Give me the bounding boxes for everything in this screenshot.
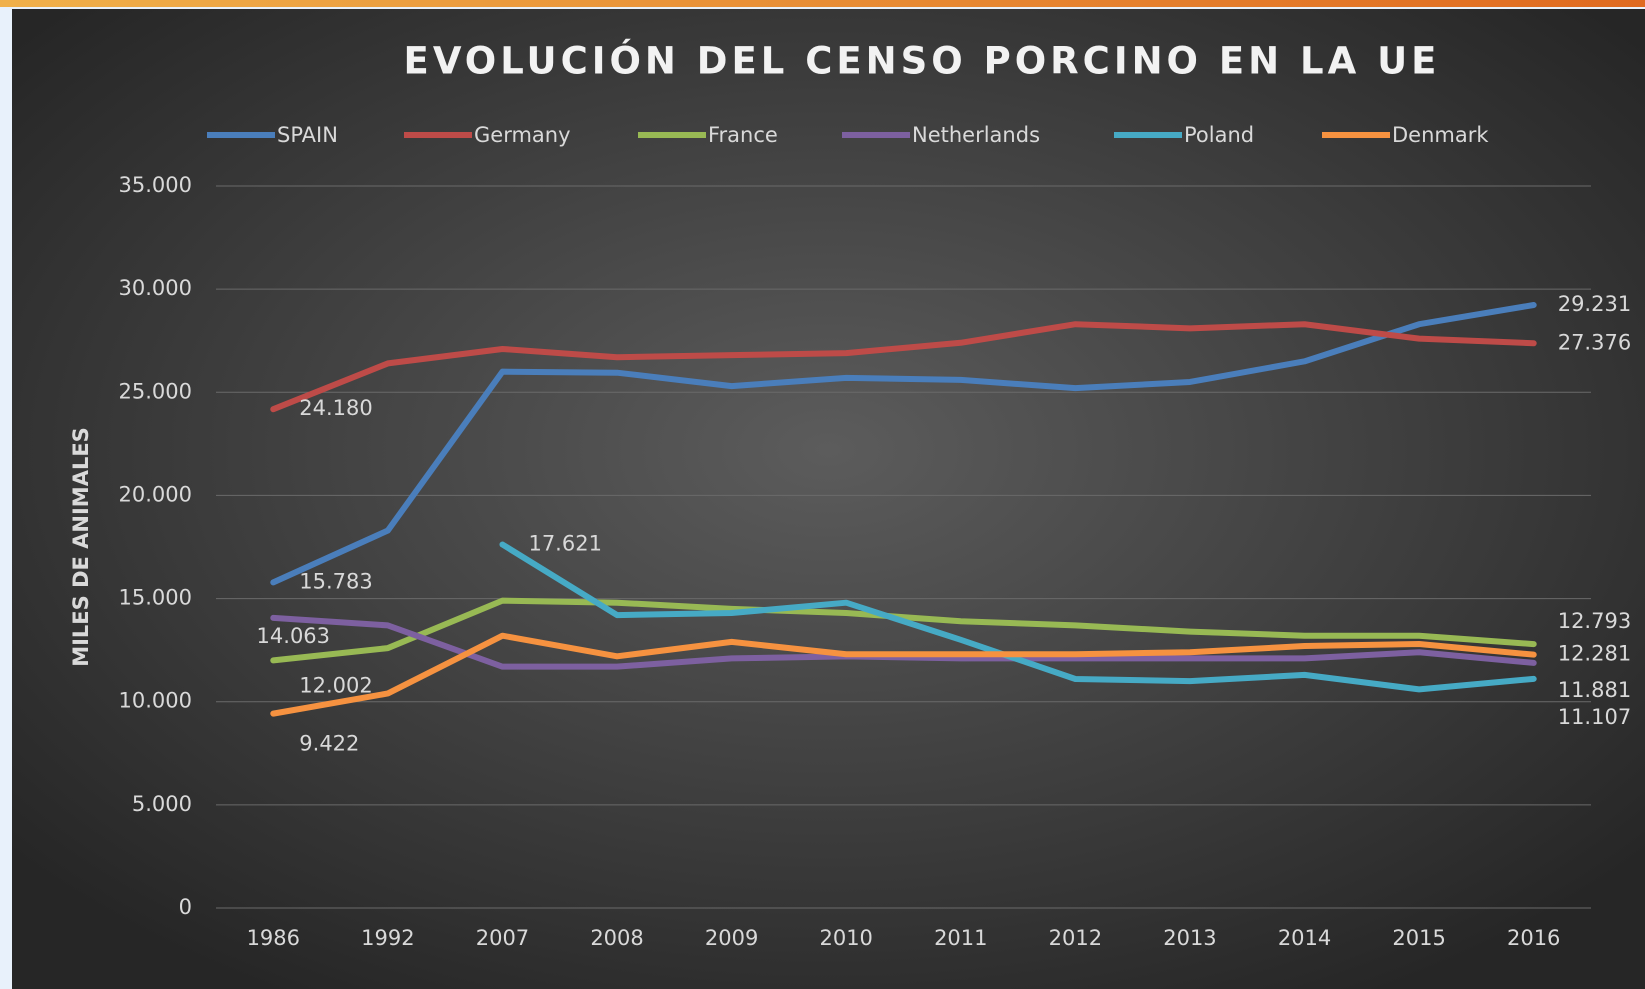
x-tick-label: 2012 (1049, 926, 1102, 950)
legend-label: Poland (1184, 123, 1254, 147)
y-axis-label: MILES DE ANIMALES (69, 427, 93, 667)
y-tick-label: 0 (179, 895, 192, 919)
x-tick-label: 2014 (1278, 926, 1331, 950)
x-tick-label: 2010 (819, 926, 872, 950)
x-tick-label: 2015 (1392, 926, 1445, 950)
data-label: 9.422 (299, 732, 359, 756)
data-label: 29.231 (1558, 292, 1631, 316)
series-line (270, 302, 1537, 586)
legend-label: SPAIN (277, 123, 338, 147)
x-tick-label: 1992 (361, 926, 414, 950)
data-label: 11.881 (1558, 678, 1631, 702)
x-tick-label: 2013 (1163, 926, 1216, 950)
legend-label: France (708, 123, 778, 147)
x-tick-label: 2011 (934, 926, 987, 950)
legend-label: Netherlands (912, 123, 1040, 147)
data-label: 24.180 (299, 396, 372, 420)
series-line (499, 541, 1537, 693)
series-line (270, 614, 1537, 670)
x-tick-label: 1986 (247, 926, 300, 950)
data-label: 12.002 (299, 673, 372, 697)
series-line (270, 597, 1537, 664)
x-tick-label: 2008 (590, 926, 643, 950)
y-tick-label: 35.000 (119, 173, 192, 197)
data-label: 17.621 (528, 532, 601, 556)
x-tick-label: 2007 (476, 926, 529, 950)
y-tick-label: 10.000 (119, 689, 192, 713)
data-label: 15.783 (299, 569, 372, 593)
y-tick-label: 25.000 (119, 379, 192, 403)
legend-label: Germany (474, 123, 571, 147)
chart-background (12, 9, 1645, 989)
chart-title: EVOLUCIÓN DEL CENSO PORCINO EN LA UE (404, 39, 1441, 83)
x-tick-label: 2016 (1507, 926, 1560, 950)
y-tick-label: 15.000 (119, 586, 192, 610)
y-tick-label: 30.000 (119, 276, 192, 300)
data-label: 12.793 (1558, 609, 1631, 633)
y-tick-label: 5.000 (132, 792, 192, 816)
x-tick-label: 2009 (705, 926, 758, 950)
data-label: 12.281 (1558, 642, 1631, 666)
legend-label: Denmark (1392, 123, 1489, 147)
top-bar (0, 0, 1645, 7)
data-label: 27.376 (1558, 330, 1631, 354)
series-line (270, 321, 1537, 413)
series-line (270, 632, 1537, 717)
y-tick-label: 20.000 (119, 482, 192, 506)
data-label: 11.107 (1558, 705, 1631, 729)
data-label: 14.063 (257, 624, 330, 648)
